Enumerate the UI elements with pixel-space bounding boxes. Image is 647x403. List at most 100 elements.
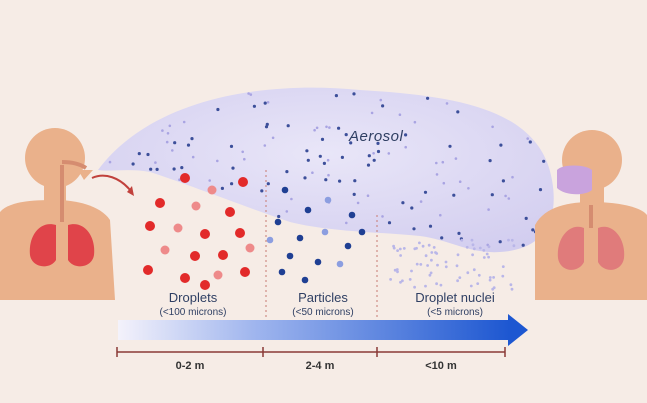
aerosol-dot [146,152,150,157]
particles-size: (<50 microns) [292,307,354,318]
nuclei-dot [485,252,489,256]
aerosol-dot [507,197,511,200]
aerosol-dot [452,193,456,197]
aerosol-dot [328,126,331,129]
aerosol-dot [352,92,356,96]
aerosol-dot [230,182,234,186]
nuclei-dot [472,268,476,272]
aerosol-dot [166,132,170,135]
aerosol-dot [190,137,194,141]
aerosol-dot [266,101,270,104]
nuclei-dot [435,282,438,286]
aerosol-dot [277,214,281,219]
particles-label: Particles (<50 microns) [273,290,373,318]
nuclei-dot [393,268,397,272]
nuclei-dot [478,246,482,250]
nuclei-dot [424,284,427,288]
nuclei-dot [492,286,496,290]
aerosol-dot [456,110,460,114]
face-mask-icon [557,165,592,195]
particle-dot [321,228,329,236]
nuclei-dot [501,274,505,278]
nuclei-dot [402,247,406,250]
aerosol-dot [398,113,402,116]
droplet-nuclei-title: Droplet nuclei [415,290,495,305]
aerosol-dot [131,162,135,166]
aerosol-dot [247,92,250,95]
nuclei-group [389,238,516,291]
droplet-dot [180,173,190,183]
aerosol-dot [216,159,219,163]
particle-dot [278,268,286,276]
nuclei-dot [401,279,404,283]
aerosol-dot [442,181,446,185]
aerosol-dot [208,179,211,182]
aerosol-dot [458,180,462,183]
nuclei-dot [471,243,475,247]
aerosol-dot [526,137,529,140]
aerosol-dot [344,133,348,137]
droplet-dot [225,207,235,217]
droplet-dot [190,251,200,261]
aerosol-dot [243,157,246,161]
nuclei-dot [456,279,459,283]
droplet-dot [180,273,190,283]
aerosol-dot [265,122,269,126]
distance-label-10m: <10 m [425,360,457,372]
particle-dot [336,260,344,268]
aerosol-dot [381,215,384,218]
aerosol-dot [180,166,184,170]
droplet-dot [238,177,248,187]
particle-dot [266,236,274,244]
nuclei-dot [482,256,486,259]
nuclei-dot [488,278,492,282]
droplet-nuclei-label: Droplet nuclei (<5 microns) [400,290,510,318]
aerosol-dot [327,173,330,177]
aerosol-dot [186,143,191,147]
aerosol-dot [440,236,444,240]
aerosol-dot [498,240,502,244]
aerosol-dot [229,144,234,148]
aerosol-dot [286,124,290,128]
droplet-dot [235,228,245,238]
nuclei-dot [512,244,516,248]
nuclei-dot [444,260,448,264]
aerosol-dot [155,167,159,171]
aerosol-dot [367,154,371,158]
droplet-dot [173,223,183,233]
aerosol-label: Aerosol [349,128,404,145]
nuclei-dot [428,273,432,277]
aerosol-dot [454,157,458,160]
aerosol-dot [263,101,267,105]
droplets-title: Droplets [168,290,218,305]
aerosol-dot [345,221,348,225]
aerosol-dot [337,126,341,130]
aerosol-dot [264,125,269,129]
aerosol-dot [315,126,319,130]
aerosol-dot [285,170,289,174]
particle-dot [281,186,289,194]
distance-label-0-2m: 0-2 m [175,360,205,372]
nuclei-dot [413,285,416,289]
aerosol-dot [542,159,546,163]
nuclei-dot [469,284,473,288]
nuclei-dot [507,238,510,242]
nuclei-dot [510,287,514,291]
aerosol-dot [504,194,507,198]
aerosol-dot [168,124,172,128]
nuclei-dot [419,263,423,266]
exhale-arrowhead [127,186,134,196]
aerosol-dot [521,243,525,247]
aerosol-dot [173,141,177,145]
aerosol-dot [448,144,452,148]
aerosol-dot [435,173,439,176]
aerosol-dot [303,176,307,180]
aerosol-dot [401,201,405,205]
aerosol-dot [531,228,535,232]
aerosol-dot [387,152,391,155]
nuclei-dot [466,271,470,275]
aerosol-dot [137,152,141,156]
particle-dot [286,252,294,260]
aerosol-dot [499,143,503,147]
nuclei-dot [396,249,399,253]
